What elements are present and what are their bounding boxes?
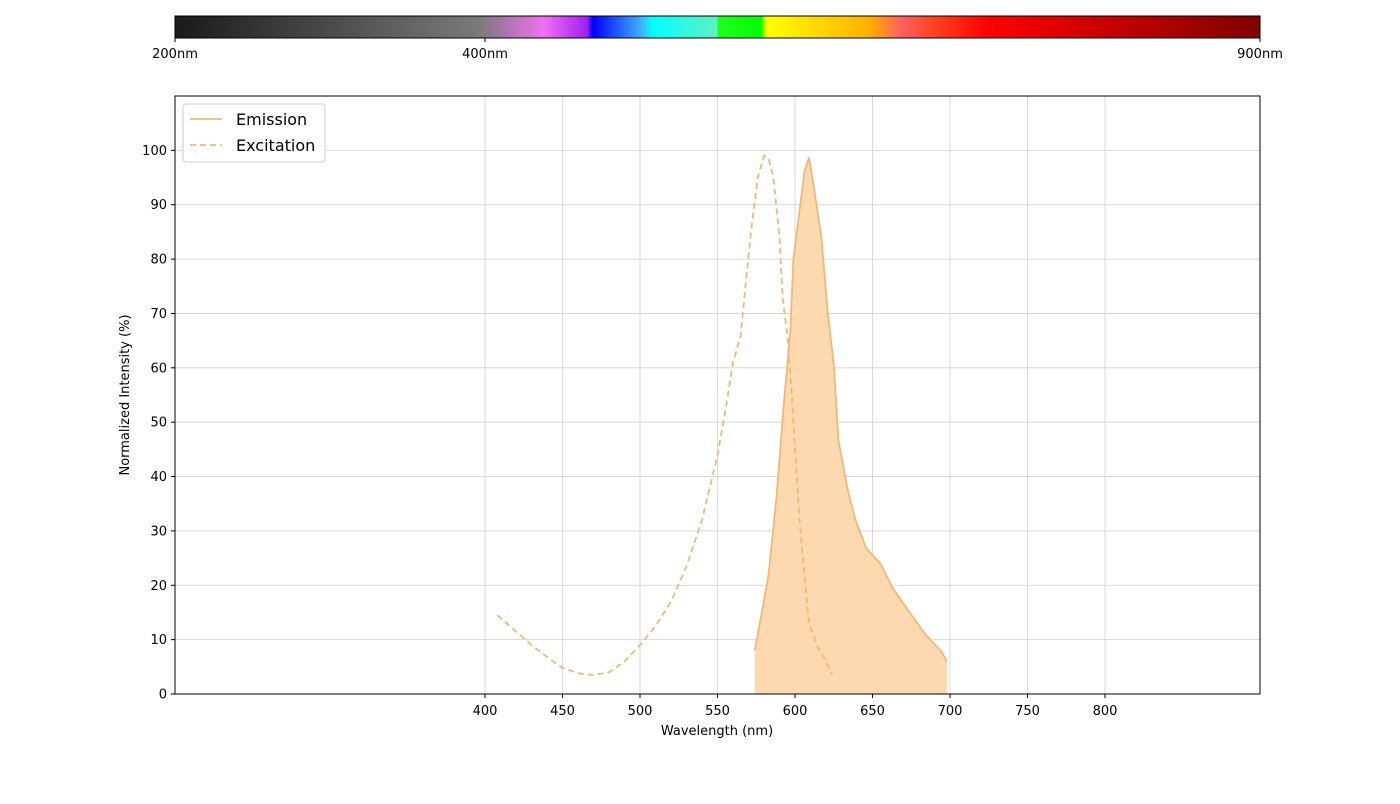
x-axis-label: Wavelength (nm)	[661, 724, 773, 739]
x-tick-label: 650	[860, 704, 885, 719]
x-tick-label: 750	[1015, 704, 1040, 719]
y-tick-label: 30	[150, 524, 167, 539]
y-tick-label: 80	[150, 253, 167, 268]
y-tick-label: 90	[150, 198, 167, 213]
y-tick-label: 0	[159, 688, 167, 703]
y-tick-label: 50	[150, 416, 167, 431]
y-axis-label: Normalized Intensity (%)	[118, 314, 133, 475]
x-tick-label: 400	[473, 704, 498, 719]
x-tick-label: 550	[705, 704, 730, 719]
colorbar-tick-label: 900nm	[1237, 47, 1283, 62]
x-tick-label: 600	[783, 704, 808, 719]
y-tick-label: 20	[150, 579, 167, 594]
y-tick-label: 70	[150, 307, 167, 322]
colorbar	[174, 15, 1261, 39]
x-tick-label: 450	[550, 704, 575, 719]
series-area	[754, 157, 947, 694]
legend-label: Excitation	[236, 136, 315, 155]
x-tick-label: 700	[938, 704, 963, 719]
series-line	[496, 154, 834, 676]
colorbar-tick-label: 200nm	[152, 47, 198, 62]
series-line	[753, 157, 948, 662]
x-tick-label: 500	[628, 704, 653, 719]
y-tick-label: 60	[150, 361, 167, 376]
y-tick-label: 100	[142, 144, 167, 159]
legend-label: Emission	[236, 110, 307, 129]
colorbar-tick-label: 400nm	[462, 47, 508, 62]
y-tick-label: 10	[150, 633, 167, 648]
y-tick-label: 40	[150, 470, 167, 485]
x-tick-label: 800	[1093, 704, 1118, 719]
